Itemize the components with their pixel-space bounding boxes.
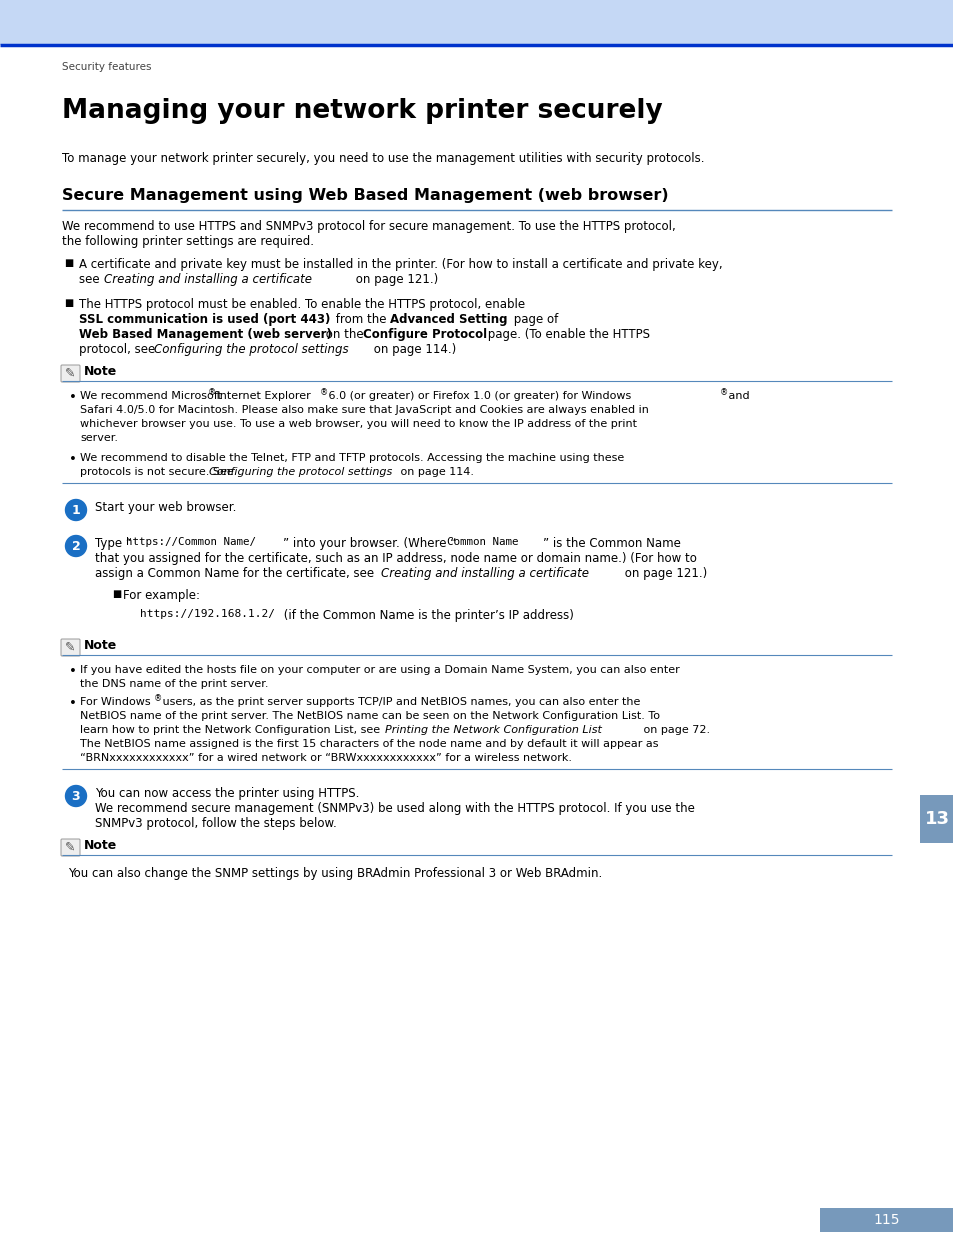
Text: Note: Note	[84, 638, 117, 652]
Text: see: see	[79, 273, 103, 287]
Text: ®: ®	[720, 388, 727, 396]
Text: Creating and installing a certificate: Creating and installing a certificate	[104, 273, 312, 287]
Text: Advanced Setting: Advanced Setting	[390, 312, 507, 326]
Text: on page 121.): on page 121.)	[620, 567, 706, 580]
Text: •: •	[69, 453, 77, 466]
Text: ” is the Common Name: ” is the Common Name	[542, 537, 680, 550]
Text: 115: 115	[873, 1213, 900, 1228]
Text: We recommend to use HTTPS and SNMPv3 protocol for secure management. To use the : We recommend to use HTTPS and SNMPv3 pro…	[62, 220, 675, 233]
Text: https://192.168.1.2/: https://192.168.1.2/	[140, 609, 274, 619]
Text: Common Name: Common Name	[447, 537, 518, 547]
Text: ✎: ✎	[65, 367, 75, 379]
Text: Configure Protocol: Configure Protocol	[363, 329, 487, 341]
Text: For example:: For example:	[123, 589, 200, 601]
Text: Note: Note	[84, 839, 117, 852]
Text: SSL communication is used (port 443): SSL communication is used (port 443)	[79, 312, 330, 326]
Text: Start your web browser.: Start your web browser.	[95, 501, 236, 514]
Text: protocols is not secure. See: protocols is not secure. See	[80, 467, 237, 477]
FancyBboxPatch shape	[61, 366, 80, 382]
Text: on page 114.: on page 114.	[396, 467, 474, 477]
Text: Creating and installing a certificate: Creating and installing a certificate	[380, 567, 588, 580]
Text: page. (To enable the HTTPS: page. (To enable the HTTPS	[483, 329, 649, 341]
Text: The HTTPS protocol must be enabled. To enable the HTTPS protocol, enable: The HTTPS protocol must be enabled. To e…	[79, 298, 524, 311]
Text: 1: 1	[71, 504, 80, 516]
Text: ■: ■	[64, 258, 73, 268]
Text: SNMPv3 protocol, follow the steps below.: SNMPv3 protocol, follow the steps below.	[95, 818, 336, 830]
Text: ®: ®	[208, 388, 216, 396]
Text: from the: from the	[332, 312, 390, 326]
Text: •: •	[69, 391, 77, 404]
Text: the DNS name of the print server.: the DNS name of the print server.	[80, 679, 268, 689]
Text: on page 114.): on page 114.)	[370, 343, 456, 356]
Text: If you have edited the hosts file on your computer or are using a Domain Name Sy: If you have edited the hosts file on you…	[80, 664, 679, 676]
Bar	[0, 0, 953, 44]
Text: Web Based Management (web server): Web Based Management (web server)	[79, 329, 332, 341]
Text: protocol, see: protocol, see	[79, 343, 159, 356]
Text: Secure Management using Web Based Management (web browser): Secure Management using Web Based Manage…	[62, 188, 668, 203]
Text: We recommend Microsoft: We recommend Microsoft	[80, 391, 222, 401]
Text: https://Common Name/: https://Common Name/	[126, 537, 255, 547]
Text: ■: ■	[112, 589, 121, 599]
Text: •: •	[69, 697, 77, 710]
Text: •: •	[69, 664, 77, 678]
Text: ■: ■	[64, 298, 73, 308]
Text: “BRNxxxxxxxxxxxx” for a wired network or “BRWxxxxxxxxxxxx” for a wireless networ: “BRNxxxxxxxxxxxx” for a wired network or…	[80, 753, 572, 763]
Text: ®: ®	[153, 694, 162, 703]
Text: the following printer settings are required.: the following printer settings are requi…	[62, 235, 314, 248]
Text: Managing your network printer securely: Managing your network printer securely	[62, 98, 662, 124]
Text: and: and	[724, 391, 749, 401]
Text: ®: ®	[319, 388, 328, 396]
Text: 6.0 (or greater) or Firefox 1.0 (or greater) for Windows: 6.0 (or greater) or Firefox 1.0 (or grea…	[325, 391, 631, 401]
Text: ✎: ✎	[65, 641, 75, 653]
Text: Configuring the protocol settings: Configuring the protocol settings	[209, 467, 392, 477]
Text: page of: page of	[510, 312, 558, 326]
Text: whichever browser you use. To use a web browser, you will need to know the IP ad: whichever browser you use. To use a web …	[80, 419, 637, 429]
Text: 2: 2	[71, 540, 80, 552]
Text: 3: 3	[71, 789, 80, 803]
Text: users, as the print server supports TCP/IP and NetBIOS names, you can also enter: users, as the print server supports TCP/…	[159, 697, 639, 706]
Bar	[820, 1208, 953, 1233]
Text: The NetBIOS name assigned is the first 15 characters of the node name and by def: The NetBIOS name assigned is the first 1…	[80, 739, 658, 748]
Text: ” into your browser. (Where “: ” into your browser. (Where “	[283, 537, 456, 550]
Text: For Windows: For Windows	[80, 697, 151, 706]
Circle shape	[66, 499, 87, 520]
Text: ✎: ✎	[65, 841, 75, 853]
Text: assign a Common Name for the certificate, see: assign a Common Name for the certificate…	[95, 567, 377, 580]
Text: A certificate and private key must be installed in the printer. (For how to inst: A certificate and private key must be in…	[79, 258, 721, 270]
Text: Security features: Security features	[62, 62, 152, 72]
Text: (if the Common Name is the printer’s IP address): (if the Common Name is the printer’s IP …	[280, 609, 574, 622]
Text: You can also change the SNMP settings by using BRAdmin Professional 3 or Web BRA: You can also change the SNMP settings by…	[68, 867, 601, 881]
FancyBboxPatch shape	[61, 638, 80, 656]
Text: Type “: Type “	[95, 537, 132, 550]
Text: on the: on the	[322, 329, 367, 341]
Text: NetBIOS name of the print server. The NetBIOS name can be seen on the Network Co: NetBIOS name of the print server. The Ne…	[80, 711, 659, 721]
Text: Configuring the protocol settings: Configuring the protocol settings	[153, 343, 348, 356]
Text: To manage your network printer securely, you need to use the management utilitie: To manage your network printer securely,…	[62, 152, 703, 165]
Text: that you assigned for the certificate, such as an IP address, node name or domai: that you assigned for the certificate, s…	[95, 552, 696, 564]
Text: learn how to print the Network Configuration List, see: learn how to print the Network Configura…	[80, 725, 383, 735]
Text: You can now access the printer using HTTPS.: You can now access the printer using HTT…	[95, 787, 359, 800]
FancyBboxPatch shape	[61, 839, 80, 856]
Text: Safari 4.0/5.0 for Macintosh. Please also make sure that JavaScript and Cookies : Safari 4.0/5.0 for Macintosh. Please als…	[80, 405, 648, 415]
Circle shape	[66, 536, 87, 557]
Text: Note: Note	[84, 366, 117, 378]
Bar	[919, 795, 953, 844]
Text: Printing the Network Configuration List: Printing the Network Configuration List	[385, 725, 601, 735]
Text: We recommend to disable the Telnet, FTP and TFTP protocols. Accessing the machin: We recommend to disable the Telnet, FTP …	[80, 453, 623, 463]
Text: server.: server.	[80, 433, 118, 443]
Circle shape	[66, 785, 87, 806]
Text: on page 121.): on page 121.)	[352, 273, 437, 287]
Text: 13: 13	[923, 810, 948, 827]
Text: We recommend secure management (SNMPv3) be used along with the HTTPS protocol. I: We recommend secure management (SNMPv3) …	[95, 802, 694, 815]
Text: on page 72.: on page 72.	[639, 725, 709, 735]
Text: Internet Explorer: Internet Explorer	[213, 391, 311, 401]
